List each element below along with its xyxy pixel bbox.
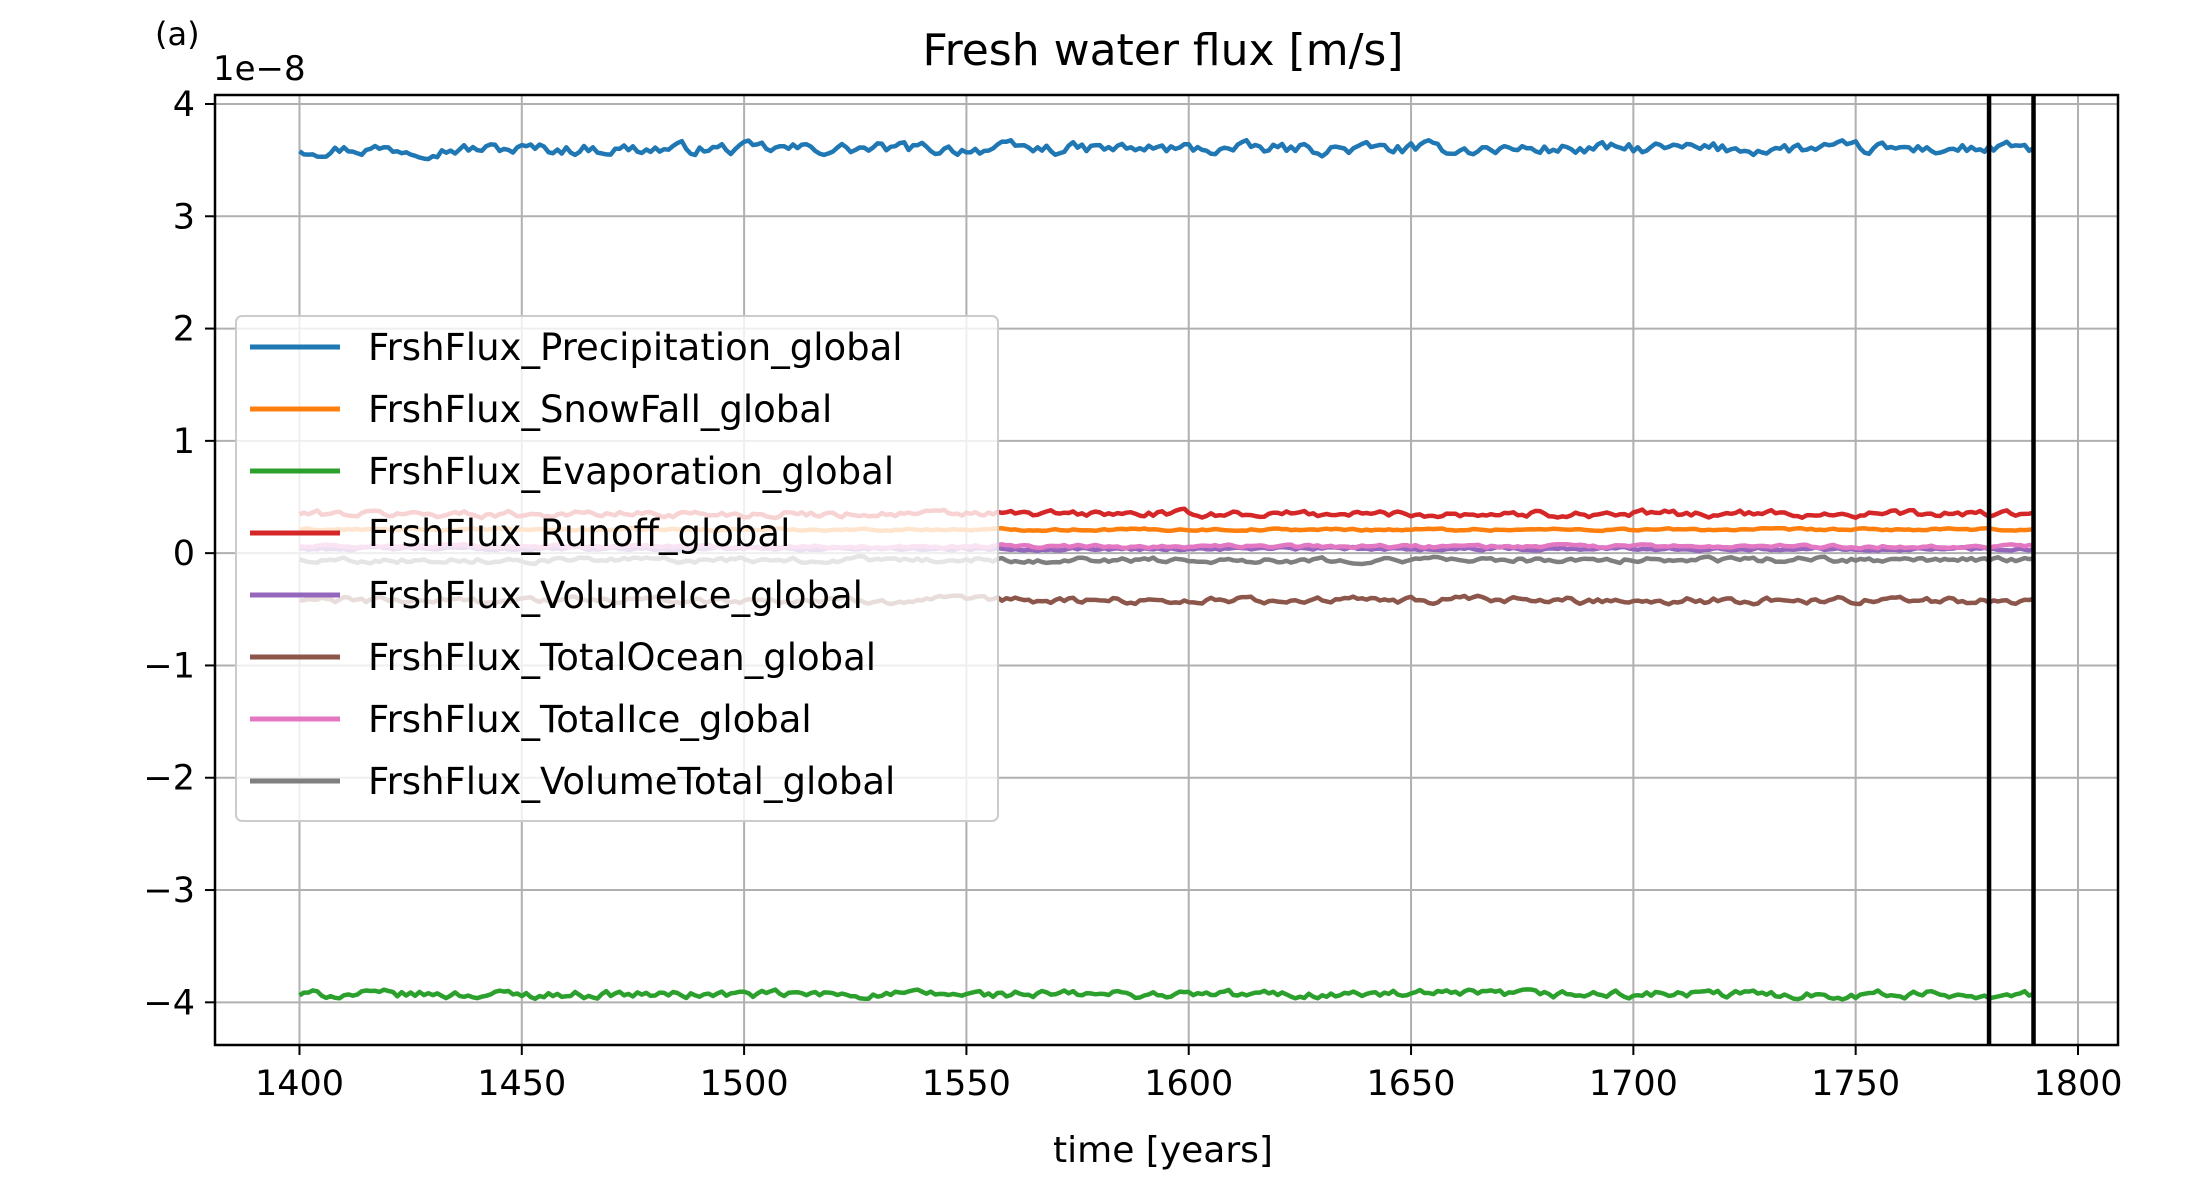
x-tick-label: 1500 <box>700 1064 789 1104</box>
y-tick-label: −3 <box>143 871 195 911</box>
legend-label: FrshFlux_Evaporation_global <box>368 450 894 493</box>
x-tick-label: 1450 <box>477 1064 566 1104</box>
legend-label: FrshFlux_SnowFall_global <box>368 388 832 431</box>
y-tick-label: −4 <box>143 983 195 1023</box>
y-tick-label: 2 <box>173 310 195 350</box>
y-tick-label: −2 <box>143 759 195 799</box>
legend-label: FrshFlux_TotalIce_global <box>368 698 812 741</box>
chart-title: Fresh water flux [m/s] <box>922 25 1403 76</box>
y-axis-ticks: 4 3 2 1 0 −1 −2 −3 −4 <box>143 85 215 1023</box>
legend-label: FrshFlux_VolumeIce_global <box>368 574 863 617</box>
x-axis-label: time [years] <box>1053 1130 1273 1171</box>
y-tick-label: −1 <box>143 646 195 686</box>
vertical-markers <box>1986 95 2036 1045</box>
legend: FrshFlux_Precipitation_global FrshFlux_Sn… <box>235 315 999 822</box>
y-tick-label: 3 <box>173 197 195 237</box>
legend-box <box>235 315 999 822</box>
legend-label: FrshFlux_TotalOcean_global <box>368 636 876 679</box>
x-axis-ticks: 1400 1450 1500 1550 1600 1650 1700 1750 1800 <box>255 1045 2123 1104</box>
x-tick-label: 1600 <box>1144 1064 1233 1104</box>
series-line <box>298 987 2035 1002</box>
x-tick-label: 1550 <box>922 1064 1011 1104</box>
offset-text: 1e−8 <box>213 49 306 89</box>
legend-label: FrshFlux_VolumeTotal_global <box>368 760 895 803</box>
y-tick-label: 0 <box>173 534 195 574</box>
x-tick-label: 1400 <box>255 1064 344 1104</box>
x-tick-label: 1700 <box>1589 1064 1678 1104</box>
legend-label: FrshFlux_Precipitation_global <box>368 326 903 369</box>
x-tick-label: 1800 <box>2033 1064 2122 1104</box>
x-tick-label: 1750 <box>1811 1064 1900 1104</box>
y-tick-label: 1 <box>173 422 195 462</box>
x-tick-label: 1650 <box>1367 1064 1456 1104</box>
series-line <box>298 137 2035 162</box>
plot-frame <box>213 93 2120 1047</box>
y-tick-label: 4 <box>173 85 195 125</box>
panel-label: (a) <box>155 15 200 53</box>
legend-label: FrshFlux_Runoff_global <box>368 512 790 555</box>
